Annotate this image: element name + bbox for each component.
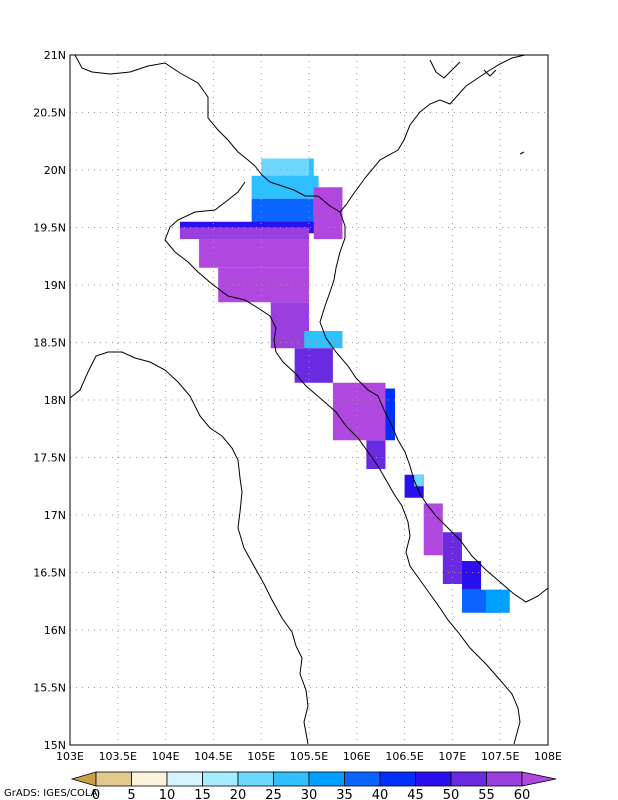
colorbar: 0 5 10 15 20 25 30 35 40 45 50 55 60	[70, 771, 557, 800]
field-patch-1	[309, 158, 314, 182]
colorbar-level-label: 15	[194, 788, 211, 800]
colorbar-level-label: 55	[478, 788, 495, 800]
lat-tick-label: 15N	[44, 739, 66, 752]
field-patch-13	[385, 388, 396, 441]
lon-tick-label: 103.5E	[99, 750, 137, 763]
field-patch-8	[218, 267, 309, 303]
field-patch-7	[199, 239, 309, 268]
colorbar-level-label: 0	[92, 788, 100, 800]
colorbar-swatch	[308, 771, 345, 787]
lat-lon-grid	[70, 55, 548, 745]
lon-tick-label: 108E	[534, 750, 562, 763]
colorbar-level-label: 25	[265, 788, 282, 800]
colorbar-swatch	[379, 771, 416, 787]
field-patch-5	[313, 187, 343, 239]
colorbar-swatch	[273, 771, 310, 787]
field-patch-9	[270, 302, 309, 349]
colorbar-high-triangle	[521, 771, 557, 787]
colorbar-level-label: 20	[230, 788, 247, 800]
latitude-tick-labels: 15N 15.5N 16N 16.5N 17N 17.5N 18N 18.5N 19N 19.5N…	[33, 49, 66, 752]
colorbar-swatch	[202, 771, 239, 787]
lat-tick-label: 17N	[44, 509, 66, 522]
field-patch-10	[304, 331, 343, 349]
colorbar-level-label: 50	[443, 788, 460, 800]
colorbar-swatch	[166, 771, 203, 787]
lat-tick-label: 18.5N	[33, 337, 66, 350]
lat-tick-label: 19.5N	[33, 222, 66, 235]
colorbar-level-label: 35	[336, 788, 353, 800]
lat-tick-label: 16N	[44, 624, 66, 637]
lat-tick-label: 18N	[44, 394, 66, 407]
colorbar-level-label: 30	[301, 788, 318, 800]
colorbar-swatch	[486, 771, 523, 787]
lat-tick-label: 16.5N	[33, 567, 66, 580]
lat-tick-label: 15.5N	[33, 682, 66, 695]
coastline-and-borders	[69, 54, 549, 745]
lon-tick-label: 107E	[438, 750, 466, 763]
lat-tick-label: 19N	[44, 279, 66, 292]
lon-tick-label: 107.5E	[481, 750, 519, 763]
lon-tick-label: 106E	[343, 750, 371, 763]
lon-tick-label: 103E	[56, 750, 84, 763]
field-patch-12	[332, 382, 386, 441]
lon-tick-label: 104.5E	[194, 750, 232, 763]
field-patch-11	[294, 348, 333, 383]
lat-tick-label: 20.5N	[33, 107, 66, 120]
lon-tick-label: 104E	[152, 750, 180, 763]
colorbar-level-label: 45	[407, 788, 424, 800]
colorbar-level-label: 60	[514, 788, 531, 800]
colorbar-level-label: 40	[372, 788, 389, 800]
field-patch-17	[423, 503, 443, 556]
lat-tick-label: 17.5N	[33, 452, 66, 465]
lon-tick-label: 105E	[247, 750, 275, 763]
grads-credit: GrADS: IGES/COLA	[4, 788, 98, 799]
colorbar-swatch	[344, 771, 381, 787]
colorbar-swatch	[450, 771, 487, 787]
lat-tick-label: 21N	[44, 49, 66, 62]
field-patch-21	[485, 589, 510, 613]
colorbar-swatch	[415, 771, 452, 787]
field-patch-18	[442, 532, 462, 584]
lat-tick-label: 20N	[44, 164, 66, 177]
colorbar-level-label: 10	[159, 788, 176, 800]
field-patch-6	[179, 227, 309, 239]
longitude-tick-labels: 103E 103.5E 104E 104.5E 105E 105.5E 106E 106.5E…	[56, 750, 562, 763]
colorbar-low-triangle	[70, 771, 97, 787]
field-patch-16	[414, 474, 424, 487]
lon-tick-label: 105.5E	[290, 750, 328, 763]
lon-tick-label: 106.5E	[385, 750, 423, 763]
field-patch-14	[366, 440, 386, 469]
colorbar-swatch	[131, 771, 168, 787]
map-frame	[69, 54, 549, 746]
colorbar-swatch	[237, 771, 274, 787]
colorbar-level-label: 5	[127, 788, 135, 800]
field-patch-19	[461, 561, 482, 590]
precipitation-shading	[179, 158, 510, 613]
colorbar-swatch	[95, 771, 132, 787]
